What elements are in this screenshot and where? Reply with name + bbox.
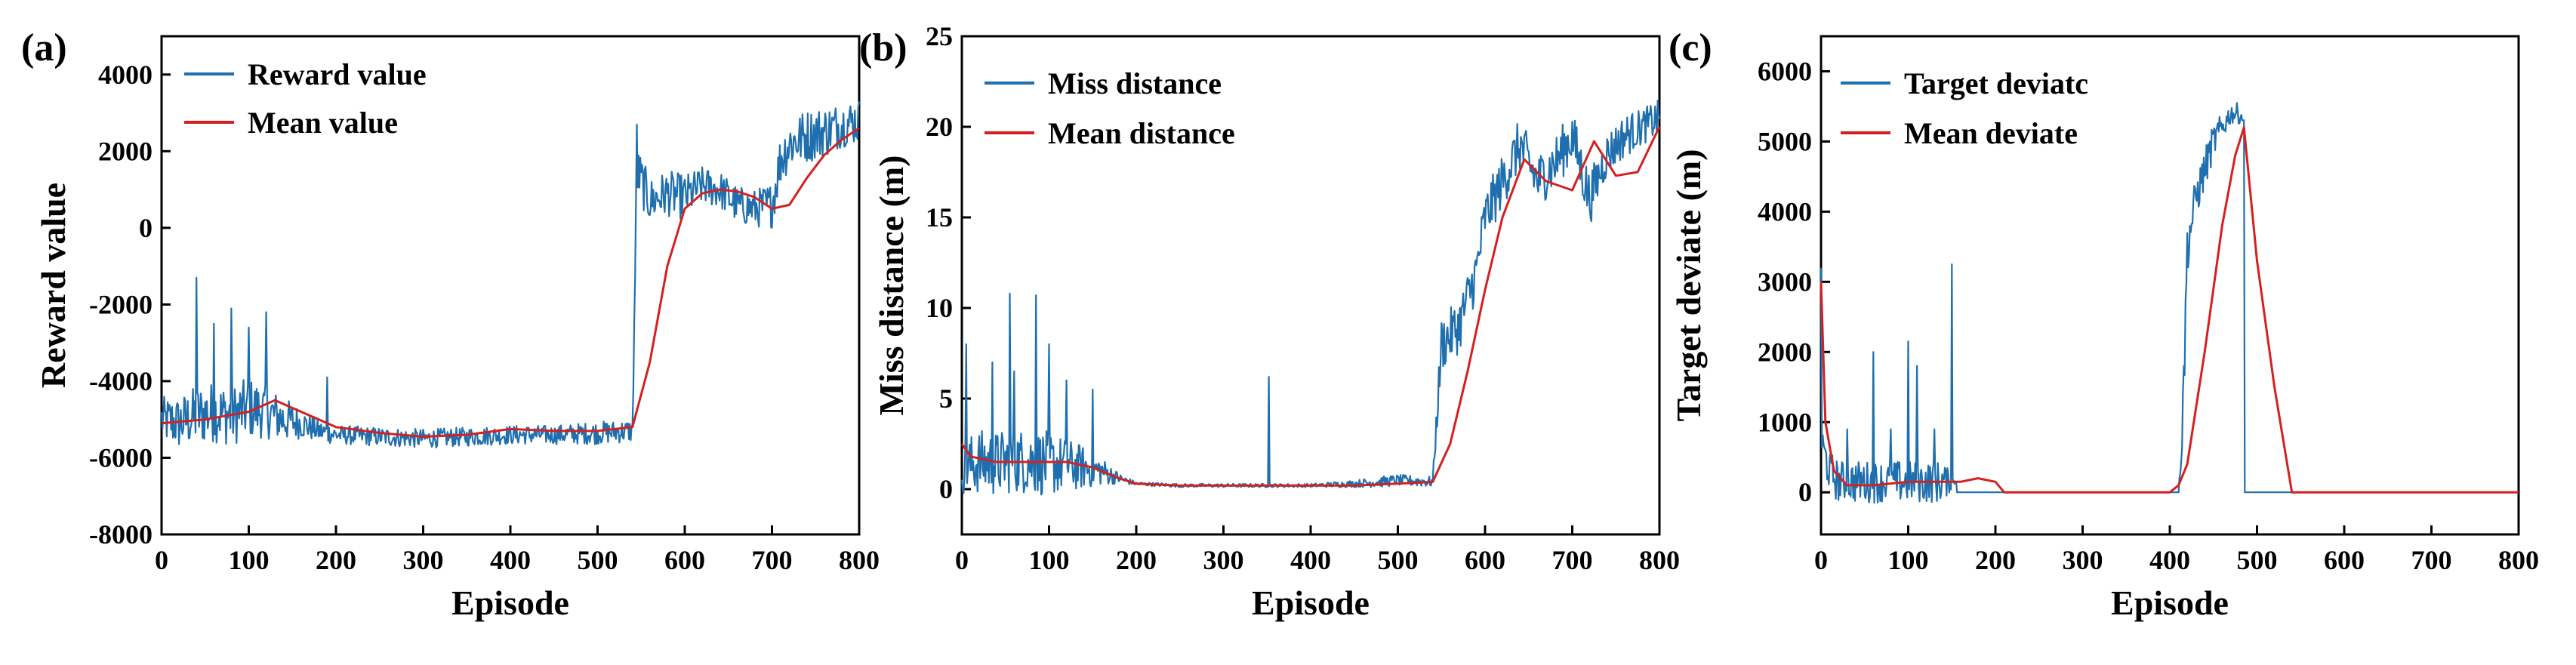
series-line-2 [1820, 126, 2519, 494]
y-tick-label: 10 [926, 293, 953, 323]
y-tick-label: -6000 [89, 442, 153, 473]
legend: Target deviatc Mean deviate [1841, 66, 2088, 150]
x-tick-label: 400 [2149, 545, 2190, 575]
series-line-1 [1820, 102, 2519, 504]
panel-a: (a) 0 100 200 300 400 500 600 700 800 -8000 -6000… [21, 26, 880, 622]
series-line-1 [160, 101, 861, 448]
y-tick-label: 2000 [1758, 337, 1812, 367]
x-tick-label: 100 [1888, 545, 1929, 575]
x-tick-label: 600 [1465, 545, 1505, 575]
data-marks [960, 100, 1661, 496]
y-tick-label: 4000 [98, 60, 153, 90]
legend-label-series-2: Mean distance [1048, 116, 1235, 150]
y-tick-label: 6000 [1758, 56, 1812, 86]
y-tick-label: 4000 [1758, 196, 1812, 226]
x-tick-label: 100 [229, 545, 270, 575]
series-line-2 [161, 127, 860, 438]
series-line-2 [960, 126, 1661, 487]
y-tick-label: 0 [939, 474, 953, 504]
y-tick-labels: -8000 -6000 -4000 -2000 0 2000 4000 [89, 60, 171, 550]
series-line-1 [960, 100, 1661, 496]
y-tick-label: 20 [926, 112, 953, 142]
x-tick-label: 300 [403, 545, 444, 575]
y-tick-label: 1000 [1758, 407, 1812, 437]
y-tick-label: 5 [939, 383, 953, 414]
y-tick-labels: 0 1000 2000 3000 4000 5000 6000 [1758, 56, 1830, 507]
legend-label-series-2: Mean deviate [1904, 116, 2078, 150]
x-axis-label: Episode [451, 583, 569, 622]
x-axis-label: Episode [2111, 583, 2229, 622]
x-tick-label: 300 [2063, 545, 2103, 575]
x-tick-label: 500 [2237, 545, 2278, 575]
legend: Miss distance Mean distance [984, 66, 1235, 150]
panel-b: (b) 0 100 200 300 400 500 600 700 800 0 5 10 15 20 25… [859, 21, 1680, 622]
legend-label-series-1: Miss distance [1048, 66, 1222, 100]
x-tick-label: 200 [1116, 545, 1157, 575]
plot-frame [1820, 35, 2520, 536]
x-tick-label: 500 [1378, 545, 1419, 575]
y-axis-label: Target deviate (m) [1669, 149, 1708, 421]
y-tick-label: 25 [926, 21, 953, 51]
x-tick-label: 400 [490, 545, 531, 575]
y-axis-label: Miss distance (m) [872, 155, 911, 416]
x-tick-label: 700 [1552, 545, 1593, 575]
x-tick-label: 800 [839, 545, 880, 575]
panel-label: (a) [21, 26, 67, 69]
y-tick-label: 15 [926, 202, 953, 232]
data-marks [1820, 102, 2519, 504]
x-tick-label: 100 [1029, 545, 1070, 575]
x-tick-label: 300 [1203, 545, 1244, 575]
legend: Reward value Mean value [184, 57, 427, 140]
legend-label-series-1: Reward value [248, 57, 427, 91]
x-tick-label: 0 [155, 545, 168, 575]
x-tick-label: 200 [316, 545, 356, 575]
x-tick-labels: 0 100 200 300 400 500 600 700 800 [955, 525, 1680, 575]
y-tick-labels: 0 5 10 15 20 25 [926, 21, 971, 504]
x-tick-label: 600 [664, 545, 705, 575]
panel-label: (b) [859, 26, 907, 69]
x-tick-label: 400 [1290, 545, 1331, 575]
panel-c: (c) 0 100 200 300 400 500 600 700 800 0 1000 2000 3… [1669, 26, 2539, 622]
y-tick-label: 5000 [1758, 126, 1812, 156]
legend-label-series-2: Mean value [248, 106, 398, 140]
x-tick-label: 800 [1639, 545, 1680, 575]
x-tick-label: 0 [1814, 545, 1828, 575]
y-tick-label: 3000 [1758, 266, 1812, 297]
x-tick-labels: 0 100 200 300 400 500 600 700 800 [155, 525, 880, 575]
y-tick-label: 0 [139, 213, 153, 243]
y-tick-label: -4000 [89, 366, 153, 396]
x-tick-label: 0 [955, 545, 969, 575]
panel-label: (c) [1669, 26, 1712, 69]
x-tick-label: 800 [2498, 545, 2539, 575]
y-tick-label: 2000 [98, 136, 153, 166]
y-tick-label: 0 [1798, 477, 1812, 507]
x-tick-labels: 0 100 200 300 400 500 600 700 800 [1814, 525, 2539, 575]
y-axis-label: Reward value [34, 183, 72, 388]
legend-label-series-1: Target deviatc [1904, 66, 2088, 100]
x-tick-label: 500 [578, 545, 618, 575]
y-tick-label: -8000 [89, 519, 153, 550]
x-tick-label: 600 [2324, 545, 2365, 575]
x-tick-label: 200 [1975, 545, 2016, 575]
x-axis-label: Episode [1252, 583, 1370, 622]
y-tick-label: -2000 [89, 289, 153, 319]
x-tick-label: 700 [752, 545, 793, 575]
data-marks [160, 101, 861, 448]
x-tick-label: 700 [2411, 545, 2452, 575]
